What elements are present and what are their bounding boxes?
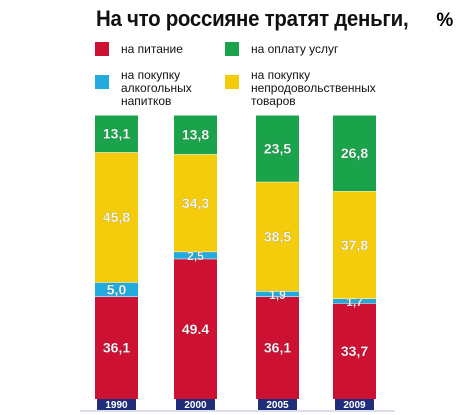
data-label-2009-0: 33,7 — [341, 343, 368, 359]
legend-label-services: на оплату услуг — [251, 42, 339, 56]
bar-segment-2000-0 — [174, 258, 217, 399]
bar-segment-2005-1 — [256, 291, 299, 297]
data-label-2000-0: 49.4 — [182, 321, 209, 337]
bar-segment-2000-1 — [174, 251, 217, 259]
chart-title-unit: % — [436, 10, 454, 31]
data-label-1990-0: 36,1 — [103, 340, 130, 356]
bar-segment-1990-0 — [95, 296, 138, 399]
data-label-2005-1: 1,9 — [269, 288, 286, 302]
legend-label-food: на питание — [121, 42, 183, 56]
legend-label-alcohol: на покупку алкогольных напитков — [121, 68, 192, 108]
data-label-2000-3: 13,8 — [182, 127, 209, 143]
legend-swatch-alcohol — [95, 75, 109, 89]
data-label-2000-2: 34,3 — [182, 195, 209, 211]
x-tick-label-2000: 2000 — [184, 400, 207, 411]
legend-swatch-services — [225, 42, 239, 56]
legend-label-goods: на покупку непродовольственных товаров — [251, 68, 376, 108]
bar-segment-1990-1 — [95, 282, 138, 297]
data-label-2009-2: 37,8 — [341, 237, 368, 253]
bar-segment-2009-0 — [333, 303, 376, 399]
bar-segment-1990-3 — [95, 115, 138, 153]
data-label-1990-3: 13,1 — [103, 126, 130, 142]
data-label-2005-2: 38,5 — [264, 228, 291, 244]
year-tab-1990 — [97, 399, 136, 410]
bar-segment-2005-3 — [256, 115, 299, 182]
bar-segment-2009-1 — [333, 298, 376, 304]
legend-swatch-goods — [225, 75, 239, 89]
x-tick-label-1990: 1990 — [105, 400, 128, 411]
year-tab-2000 — [176, 399, 215, 410]
data-label-2005-3: 23,5 — [264, 140, 291, 156]
year-tab-2005 — [258, 399, 297, 410]
bar-segment-2000-3 — [174, 115, 217, 155]
data-label-1990-1: 5,0 — [107, 281, 127, 297]
bar-segment-2005-2 — [256, 181, 299, 292]
data-label-2009-3: 26,8 — [341, 145, 368, 161]
x-tick-label-2005: 2005 — [266, 400, 289, 411]
data-label-2005-0: 36,1 — [264, 340, 291, 356]
bar-segment-1990-2 — [95, 152, 138, 283]
chart-title: На что россияне тратят деньги, — [96, 6, 409, 31]
legend-swatch-food — [95, 42, 109, 56]
year-tab-2009 — [335, 399, 374, 410]
bar-segment-2005-0 — [256, 296, 299, 399]
data-label-1990-2: 45,8 — [103, 209, 130, 225]
x-tick-label-2009: 2009 — [343, 400, 366, 411]
bar-segment-2009-2 — [333, 191, 376, 299]
data-label-2000-1: 2,5 — [187, 249, 204, 263]
bar-segment-2000-2 — [174, 154, 217, 252]
chart-title-block: На что россияне тратят деньги, % — [96, 6, 453, 32]
bar-segment-2009-3 — [333, 115, 376, 192]
